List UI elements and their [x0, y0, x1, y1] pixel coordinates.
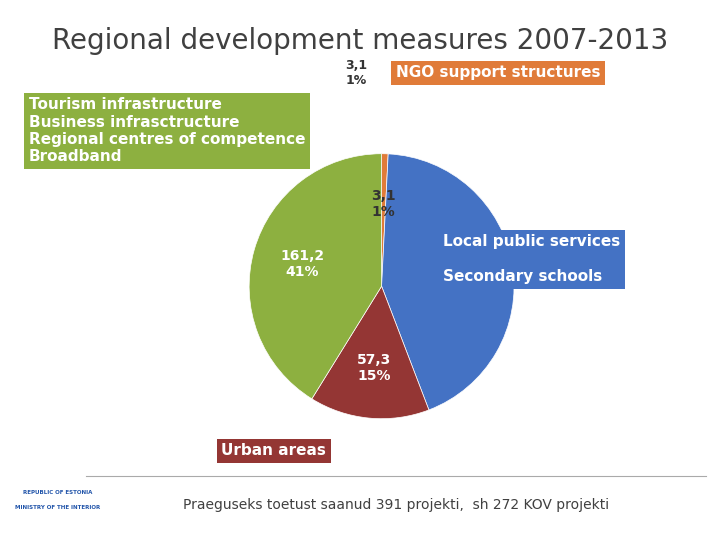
Wedge shape [382, 154, 514, 410]
Text: 3,1
1%: 3,1 1% [372, 189, 396, 219]
Text: 57,3
15%: 57,3 15% [356, 353, 391, 383]
Text: NGO support structures: NGO support structures [396, 65, 600, 80]
Wedge shape [249, 154, 382, 399]
Text: 3,1
1%: 3,1 1% [346, 59, 367, 87]
Text: 161,2
41%: 161,2 41% [281, 248, 325, 279]
Text: Praeguseks toetust saanud 391 projekti,  sh 272 KOV projekti: Praeguseks toetust saanud 391 projekti, … [183, 498, 609, 512]
Text: Regional development measures 2007-2013: Regional development measures 2007-2013 [52, 27, 668, 55]
Text: Local public services

Secondary schools: Local public services Secondary schools [443, 234, 620, 284]
Text: REPUBLIC OF ESTONIA: REPUBLIC OF ESTONIA [23, 490, 92, 495]
Wedge shape [382, 154, 388, 286]
Text: Tourism infrastructure
Business infrasctructure
Regional centres of competence
B: Tourism infrastructure Business infrasct… [29, 97, 305, 164]
Wedge shape [312, 286, 429, 418]
Text: Urban areas: Urban areas [221, 443, 326, 458]
Text: 169,9
44%: 169,9 44% [441, 258, 485, 288]
Text: MINISTRY OF THE INTERIOR: MINISTRY OF THE INTERIOR [15, 505, 100, 510]
